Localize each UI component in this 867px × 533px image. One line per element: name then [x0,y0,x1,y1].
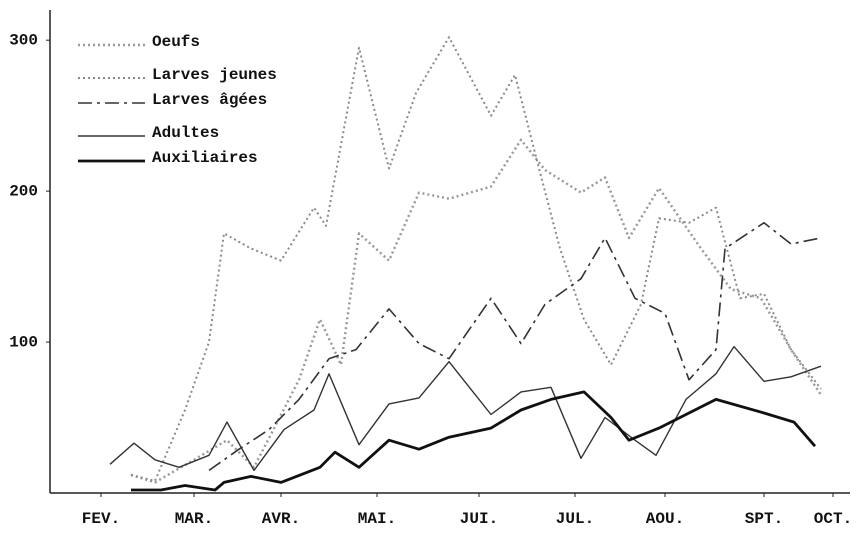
legend-label: Auxiliaires [152,149,258,167]
y-tick-label: 300 [9,31,38,49]
series-line [208,222,822,472]
x-tick-label: FEV. [82,510,120,528]
series-line [130,36,822,482]
y-tick-label: 100 [9,333,38,351]
series-line [109,345,822,472]
y-tick-label: 200 [9,182,38,200]
x-tick-label: AOU. [646,510,684,528]
x-tick-label: OCT. [814,510,852,528]
series-line [131,390,817,492]
legend-label: Larves âgées [152,91,267,109]
legend-label: Oeufs [152,33,200,51]
legend-label: Adultes [152,124,219,142]
x-tick-label: JUI. [460,510,498,528]
x-tick-label: MAI. [358,510,396,528]
x-tick-label: MAR. [175,510,213,528]
legend-label: Larves jeunes [152,66,277,84]
x-tick-label: AVR. [262,510,300,528]
x-tick-label: SPT. [745,510,783,528]
x-tick-label: JUL. [556,510,594,528]
